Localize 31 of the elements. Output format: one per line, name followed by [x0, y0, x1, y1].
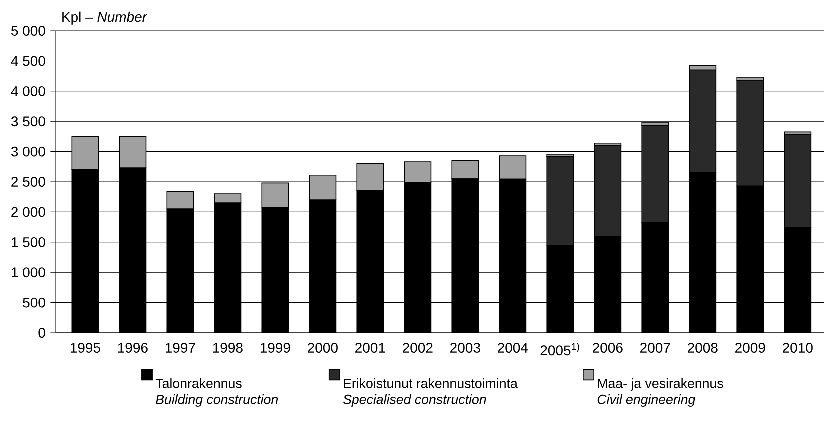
x-tick-label: 2008: [688, 343, 718, 353]
legend-label: Talonrakennus Building construction: [156, 378, 278, 407]
x-tick-label: 2001: [356, 343, 386, 353]
y-tick-label: 2 000: [12, 207, 46, 218]
legend-label: Erikoistunut rakennustoiminta Specialised construction: [343, 378, 518, 407]
x-tick-label: 2010: [783, 343, 813, 353]
x-tick-label: 2006: [593, 343, 623, 353]
x-tick-label: 2009: [736, 343, 766, 353]
y-tick-label: 4 500: [11, 56, 46, 66]
y-tick-label: 1 500: [12, 237, 46, 248]
x-tick-label: 2000: [308, 343, 338, 353]
x-tick-label: 1996: [118, 343, 148, 353]
x-tick-label: 1998: [213, 343, 243, 353]
x-tick-label: 1995: [70, 343, 100, 353]
x-tick-label: 2007: [640, 343, 670, 353]
x-tick-label: 1997: [166, 343, 196, 353]
x-tick-label: 1999: [260, 343, 290, 353]
y-tick-label: 0: [38, 328, 46, 338]
y-tick-label: 4 000: [11, 86, 46, 96]
legend-label: Maa- ja vesirakennus Civil engineering: [598, 378, 724, 407]
y-tick-label: 3 000: [11, 146, 46, 157]
y-axis-title: Kpl – Number: [62, 12, 148, 25]
y-tick-label: 2 500: [12, 177, 46, 187]
y-tick-label: 1 000: [12, 268, 46, 278]
y-tick-label: 3 500: [11, 116, 46, 127]
y-tick-label: 500: [23, 298, 46, 308]
x-tick-label: 2004: [498, 343, 528, 353]
x-tick-label: 2003: [450, 343, 480, 353]
y-tick-label: 5 000: [11, 26, 46, 36]
x-tick-label: 2005$^{1)}$: [540, 343, 580, 356]
x-tick-label: 2002: [403, 343, 433, 353]
